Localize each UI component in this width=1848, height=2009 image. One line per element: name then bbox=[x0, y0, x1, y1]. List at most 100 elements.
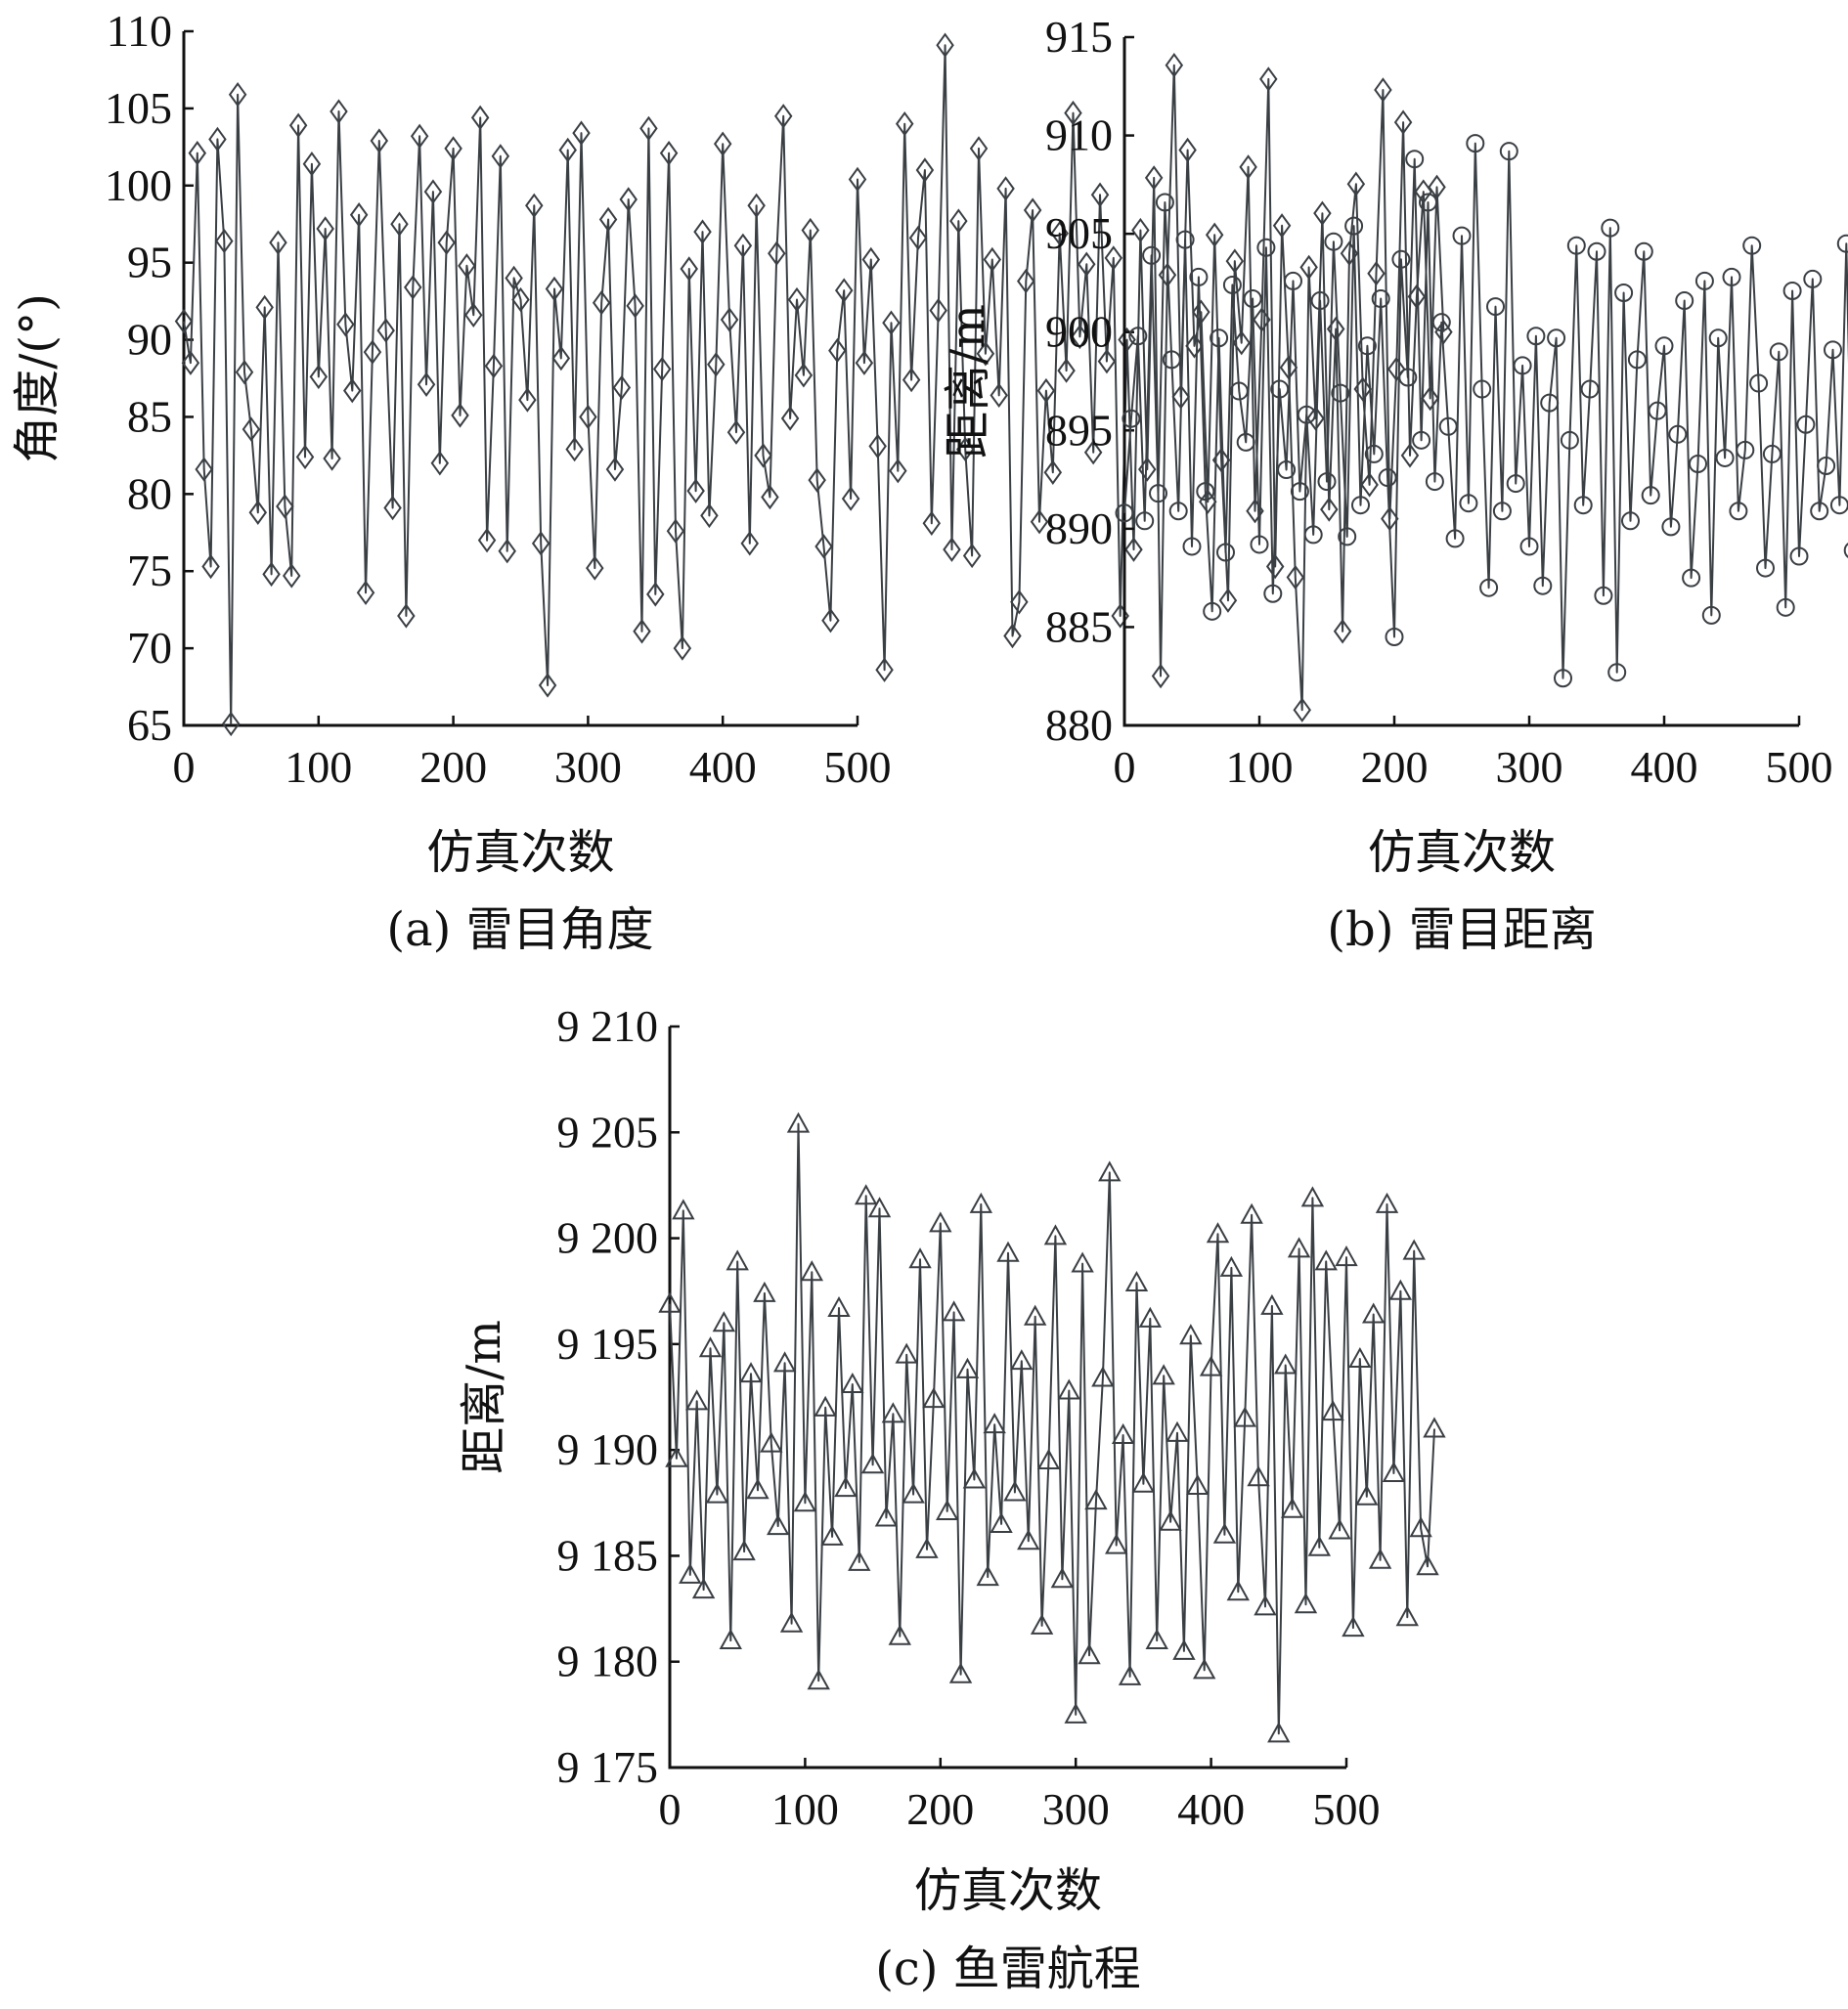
data-point bbox=[1648, 401, 1667, 420]
data-point bbox=[767, 1514, 790, 1536]
data-point bbox=[772, 1351, 797, 1373]
data-point bbox=[1159, 1509, 1182, 1531]
y-tick-label: 105 bbox=[105, 83, 172, 133]
x-tick-label: 0 bbox=[659, 1784, 682, 1834]
data-point bbox=[922, 1387, 946, 1409]
data-point bbox=[867, 1197, 892, 1218]
data-point bbox=[1398, 368, 1418, 387]
data-point bbox=[404, 275, 422, 300]
data-point bbox=[1328, 1518, 1351, 1540]
data-point bbox=[1519, 537, 1539, 556]
x-axis-label: 仿真次数 bbox=[914, 1863, 1102, 1918]
data-point bbox=[470, 105, 490, 131]
data-point bbox=[1165, 53, 1184, 78]
data-point bbox=[201, 553, 220, 580]
data-point bbox=[948, 1662, 973, 1683]
data-point bbox=[1409, 1516, 1432, 1538]
data-point bbox=[215, 228, 234, 254]
data-point bbox=[1145, 1629, 1168, 1650]
series-line bbox=[669, 1122, 1435, 1735]
data-point bbox=[1459, 494, 1478, 513]
data-point bbox=[1492, 502, 1512, 521]
data-point bbox=[262, 561, 281, 588]
data-point bbox=[1293, 697, 1311, 722]
data-point bbox=[1131, 1471, 1156, 1493]
data-point bbox=[383, 495, 402, 521]
data-point bbox=[827, 1295, 851, 1318]
data-point bbox=[1634, 241, 1653, 261]
data-point bbox=[955, 1357, 980, 1378]
y-tick-label: 9 210 bbox=[557, 1001, 659, 1051]
data-point bbox=[1386, 356, 1406, 382]
data-point bbox=[1431, 313, 1451, 332]
data-point bbox=[1540, 393, 1560, 413]
data-point bbox=[746, 1478, 770, 1500]
x-tick-label: 300 bbox=[1042, 1784, 1110, 1834]
x-axis-label: 仿真次数 bbox=[1368, 825, 1556, 880]
data-point bbox=[586, 555, 604, 581]
x-tick-label: 300 bbox=[1496, 742, 1563, 792]
data-point bbox=[1803, 269, 1823, 288]
data-point bbox=[269, 230, 287, 255]
data-point bbox=[1216, 543, 1235, 562]
data-point bbox=[1715, 448, 1735, 467]
y-tick-label: 9 185 bbox=[557, 1530, 659, 1580]
data-point bbox=[1344, 216, 1364, 236]
data-point bbox=[875, 657, 894, 682]
data-point bbox=[1240, 1202, 1263, 1224]
data-point bbox=[1090, 182, 1110, 207]
data-point bbox=[208, 126, 227, 153]
data-point bbox=[505, 265, 523, 291]
data-point bbox=[1178, 137, 1197, 163]
data-point bbox=[1043, 459, 1063, 485]
x-axis-label: 仿真次数 bbox=[426, 825, 614, 880]
data-point bbox=[780, 406, 800, 431]
data-point bbox=[1043, 1224, 1068, 1245]
data-point bbox=[430, 451, 450, 476]
data-point bbox=[747, 193, 766, 218]
y-tick-label: 905 bbox=[1045, 208, 1113, 258]
data-point bbox=[639, 115, 658, 142]
data-point bbox=[1364, 444, 1384, 463]
data-point bbox=[235, 359, 254, 385]
data-point bbox=[174, 308, 194, 334]
data-point bbox=[1762, 444, 1782, 463]
y-tick-label: 880 bbox=[1045, 700, 1113, 750]
data-point bbox=[1682, 568, 1701, 588]
data-point bbox=[808, 467, 826, 493]
data-point bbox=[1407, 284, 1427, 310]
data-point bbox=[860, 1453, 885, 1474]
data-point bbox=[1722, 267, 1741, 286]
data-point bbox=[1566, 236, 1586, 255]
data-point bbox=[1701, 605, 1721, 625]
panel-caption: (b) 雷目距离 bbox=[1327, 902, 1596, 957]
data-point bbox=[242, 416, 261, 442]
data-point bbox=[1182, 537, 1202, 556]
x-tick-label: 0 bbox=[1114, 742, 1136, 792]
y-tick-label: 80 bbox=[127, 468, 172, 518]
data-point bbox=[605, 457, 625, 482]
data-point bbox=[565, 436, 584, 462]
data-point bbox=[820, 1524, 844, 1546]
data-point bbox=[1111, 1422, 1135, 1444]
data-point bbox=[626, 293, 644, 319]
data-point bbox=[302, 151, 322, 177]
data-point bbox=[349, 202, 369, 228]
data-point bbox=[1071, 1251, 1094, 1273]
data-point bbox=[794, 363, 814, 388]
data-point bbox=[1736, 440, 1755, 459]
x-tick-label: 0 bbox=[173, 742, 196, 792]
data-point bbox=[753, 1281, 776, 1302]
data-point bbox=[538, 673, 557, 698]
data-point bbox=[1391, 249, 1411, 269]
data-point bbox=[288, 112, 308, 138]
data-point bbox=[956, 436, 975, 462]
data-point bbox=[1185, 333, 1204, 359]
data-point bbox=[902, 367, 921, 393]
data-point bbox=[1199, 489, 1217, 514]
data-point bbox=[1473, 379, 1492, 399]
data-point bbox=[1402, 1239, 1426, 1260]
data-point bbox=[1003, 1480, 1027, 1502]
data-point bbox=[1423, 1417, 1446, 1438]
data-point bbox=[1675, 291, 1694, 311]
